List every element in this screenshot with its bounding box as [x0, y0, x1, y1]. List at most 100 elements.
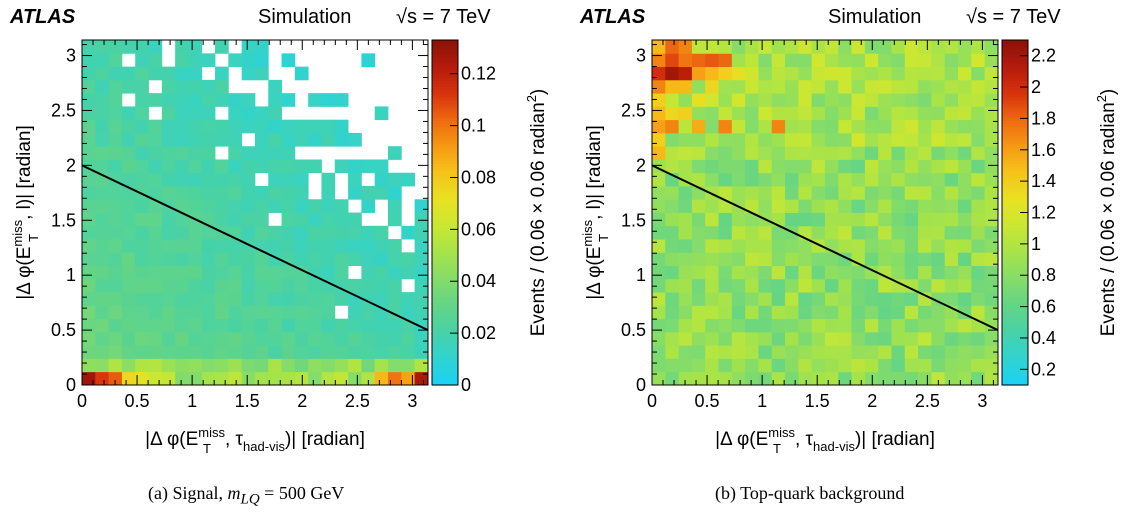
heatmap-bin — [374, 358, 389, 373]
heatmap-bin — [121, 199, 136, 213]
heatmap-bin — [401, 172, 416, 187]
colorbar-segment — [432, 247, 458, 251]
colorbar-segment — [1002, 218, 1028, 222]
heatmap-bin — [811, 66, 826, 81]
heatmap-bin — [944, 93, 959, 107]
colorbar-segment — [432, 362, 458, 366]
heatmap-bin — [878, 40, 892, 54]
heatmap-bin — [851, 358, 866, 373]
heatmap-bin — [957, 371, 972, 386]
heatmap-bin — [864, 172, 879, 187]
heatmap-bin — [201, 318, 216, 333]
heatmap-bin — [798, 358, 813, 373]
heatmap-bin — [864, 79, 879, 94]
colorbar — [431, 39, 459, 386]
heatmap-bin — [148, 212, 163, 227]
heatmap-bin — [652, 79, 666, 94]
heatmap-bin — [228, 358, 243, 373]
colorbar-segment — [432, 178, 458, 182]
heatmap-bin — [918, 371, 932, 386]
heatmap-bin — [691, 199, 706, 213]
heatmap-bin — [678, 66, 693, 81]
heatmap-bin — [904, 212, 919, 227]
heatmap-bin — [281, 331, 296, 346]
colorbar-segment — [1002, 310, 1028, 314]
heatmap-bin — [348, 159, 362, 174]
heatmap-bin — [785, 172, 799, 187]
heatmap-bin — [864, 358, 879, 373]
colorbar-segment — [432, 155, 458, 159]
colorbar-segment — [432, 304, 458, 308]
heatmap-bin — [931, 278, 946, 293]
heatmap-bin — [691, 93, 706, 107]
colorbar-segment — [432, 74, 458, 78]
heatmap-bin — [108, 119, 123, 134]
colorbar-segment — [1002, 123, 1028, 127]
heatmap-bin — [188, 318, 203, 333]
colorbar-tick-label: 0 — [461, 375, 471, 395]
colorbar-segment — [432, 195, 458, 199]
colorbar-segment — [432, 198, 458, 202]
colorbar-segment — [1002, 224, 1028, 228]
colorbar-segment — [432, 83, 458, 87]
x-tick-label: 2.5 — [915, 391, 940, 411]
heatmap-bin — [414, 212, 429, 227]
heatmap-bin — [201, 252, 216, 267]
heatmap-bin — [228, 199, 243, 213]
heatmap-bin — [121, 146, 136, 160]
colorbar-tick-label: 1.8 — [1031, 108, 1056, 128]
heatmap-bin — [135, 212, 149, 227]
heatmap-bin — [811, 345, 826, 359]
heatmap-bin — [254, 331, 269, 346]
colorbar-segment — [432, 51, 458, 55]
colorbar-segment — [432, 183, 458, 188]
heatmap-bin — [161, 172, 176, 187]
heatmap-bin — [188, 278, 203, 293]
colorbar-tick-label: 2 — [1031, 77, 1041, 97]
heatmap-bin — [665, 278, 680, 293]
heatmap-bin — [691, 252, 706, 267]
heatmap-bin — [241, 278, 256, 293]
heatmap-bin — [321, 305, 336, 320]
heatmap-bin — [321, 265, 336, 280]
heatmap-bin — [691, 305, 706, 320]
heatmap-bin — [785, 199, 799, 213]
colorbar-tick-label: 0.12 — [461, 64, 496, 84]
heatmap-bin — [944, 79, 959, 94]
colorbar-tick-label: 0.06 — [461, 219, 496, 239]
heatmap-bin — [931, 119, 946, 134]
heatmap-bin — [984, 40, 999, 54]
heatmap-bin — [652, 199, 666, 213]
heatmap-bin — [731, 186, 746, 200]
colorbar-segment — [432, 272, 458, 277]
colorbar-segment — [1002, 86, 1028, 90]
colorbar-segment — [432, 278, 458, 283]
colorbar-segment — [1002, 367, 1028, 372]
colorbar-segment — [432, 341, 458, 346]
colorbar-segment — [432, 350, 458, 354]
heatmap-bin — [108, 79, 123, 94]
heatmap-bin — [811, 132, 826, 147]
cut-line — [651, 164, 999, 331]
heatmap-bin — [904, 40, 919, 54]
heatmap-bin — [971, 186, 986, 200]
colorbar-segment — [1002, 339, 1028, 343]
heatmap-bin — [254, 146, 269, 160]
heatmap-bin — [878, 371, 892, 386]
simulation-label: Simulation — [258, 6, 351, 28]
heatmap-bin — [268, 132, 282, 147]
heatmap-bin — [931, 66, 946, 81]
heatmap-bin — [957, 186, 972, 200]
heatmap-bin — [387, 265, 402, 280]
heatmap-bin — [652, 119, 666, 134]
heatmap-bin — [321, 278, 336, 293]
heatmap-bin — [785, 331, 799, 346]
heatmap-bin — [414, 305, 429, 320]
heatmap-bin — [798, 106, 813, 121]
heatmap-bin — [864, 212, 879, 227]
heatmap-bin — [374, 265, 389, 280]
heatmap-bin — [201, 358, 216, 373]
heatmap-bin — [838, 119, 852, 134]
heatmap-bin — [414, 345, 429, 359]
heatmap-bin — [665, 93, 680, 107]
